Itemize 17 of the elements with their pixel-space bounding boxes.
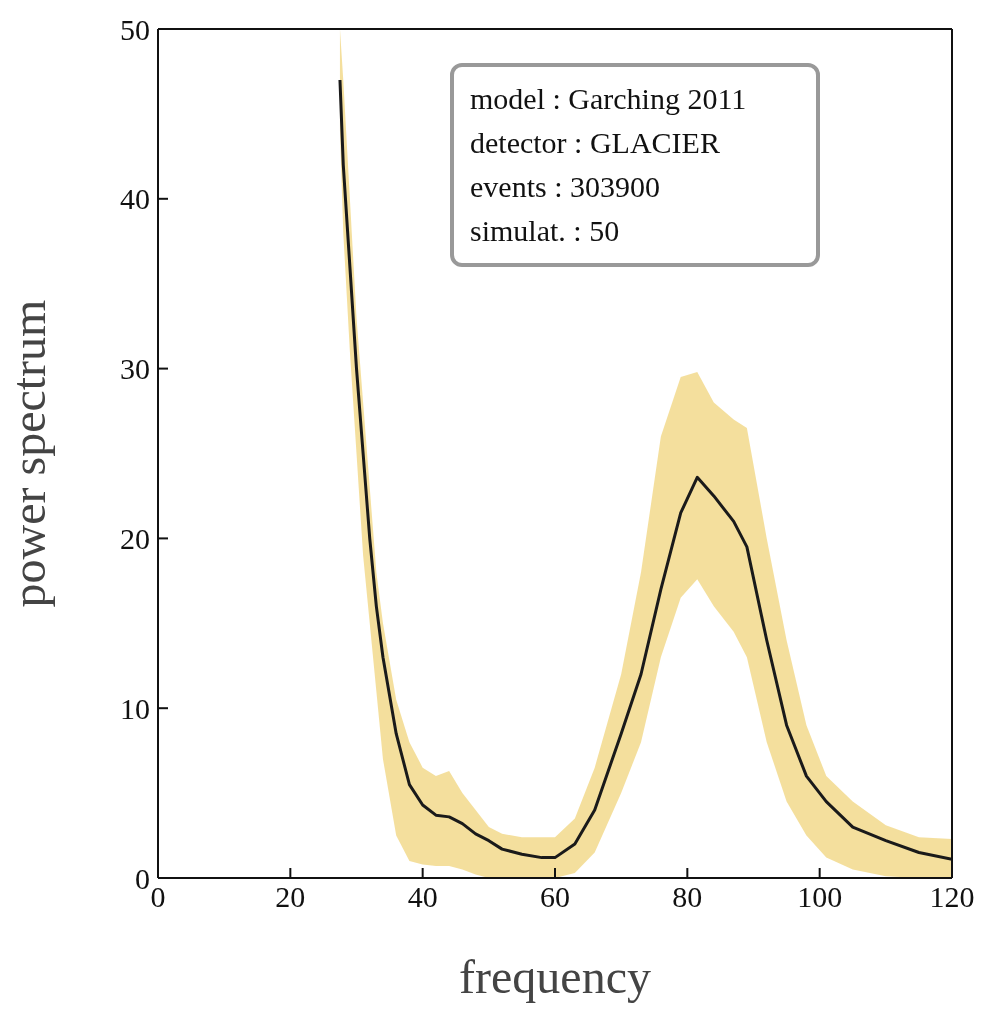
x-tick-label: 60 (540, 880, 570, 914)
x-tick-label: 20 (275, 880, 306, 914)
y-tick-label: 10 (120, 691, 150, 725)
x-axis-title: frequency (459, 950, 651, 1003)
y-tick-label: 40 (120, 182, 150, 216)
y-tick-label: 50 (120, 12, 150, 46)
y-tick-label: 30 (120, 352, 150, 386)
x-tick-label: 120 (929, 880, 975, 914)
y-axis-title: power spectrum (2, 299, 56, 608)
annotation: events : 303900 (470, 169, 661, 205)
x-tick-label: 80 (672, 880, 703, 914)
annotation: detector : GLACIER (470, 125, 721, 161)
annotation: model : Garching 2011 (470, 81, 748, 117)
x-tick-label: 100 (797, 880, 843, 914)
x-tick-label: 40 (407, 880, 438, 914)
annotation: simulat. : 50 (470, 213, 621, 249)
y-tick-label: 20 (120, 522, 150, 556)
